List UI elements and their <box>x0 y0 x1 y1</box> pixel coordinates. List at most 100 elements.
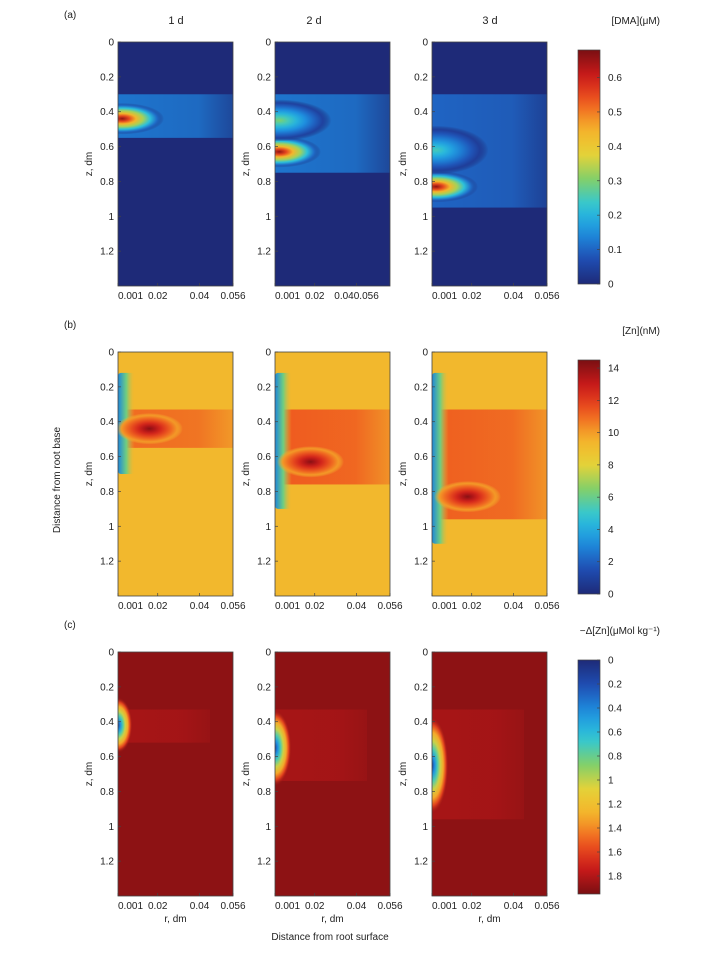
y-tick-label: 0.8 <box>100 177 114 188</box>
y-tick-label: 0.4 <box>414 107 428 118</box>
x-tick-label: 0.001 <box>275 291 300 302</box>
x-tick-label: 0.02 <box>148 901 168 912</box>
figure-y-axis-label: Distance from root base <box>52 426 63 533</box>
x-tick-label: 0.056 <box>220 901 245 912</box>
y-tick-label: 0.4 <box>100 717 114 728</box>
y-tick-label: 0.6 <box>257 452 271 463</box>
x-tick-label: 0.02 <box>462 901 482 912</box>
colorbar <box>577 359 601 595</box>
y-tick-label: 1.2 <box>100 857 114 868</box>
heatmap-strip <box>275 372 292 509</box>
subplot-frame <box>117 351 234 597</box>
y-tick-label: 0.6 <box>100 142 114 153</box>
x-tick-label: 0.001 <box>432 291 457 302</box>
colorbar-tick-label: 10 <box>608 428 620 439</box>
colorbar-tick-label: 0 <box>608 280 614 291</box>
heatmap-subplot <box>432 652 547 896</box>
panel-label: (b) <box>64 320 76 331</box>
y-tick-label: 0.2 <box>414 72 428 83</box>
y-tick-label: 1 <box>265 822 271 833</box>
x-tick-label: 0.04 <box>190 601 210 612</box>
y-tick-label: 1.2 <box>414 247 428 258</box>
heatmap-hotspot <box>118 103 164 135</box>
heatmap-subplot <box>432 352 547 596</box>
y-tick-label: 0.2 <box>257 682 271 693</box>
panel-1: (b) 0 0.2 0.4 0.6 0.8 1 1.2 z, dm 0.001 0.02 0.04 0.… <box>64 320 660 612</box>
y-axis-label: z, dm <box>241 152 252 176</box>
y-tick-label: 1 <box>422 212 428 223</box>
colorbar-tick-label: 0 <box>608 590 614 601</box>
x-axis-label: r, dm <box>321 914 343 925</box>
y-tick-label: 0.4 <box>414 717 428 728</box>
y-tick-label: 0.4 <box>100 107 114 118</box>
y-tick-label: 0.8 <box>257 487 271 498</box>
y-tick-label: 1 <box>422 522 428 533</box>
x-tick-label: 0.001 <box>432 601 457 612</box>
colorbar-tick-label: 1.2 <box>608 800 622 811</box>
y-tick-label: 1.2 <box>414 557 428 568</box>
panel-2: (c) 0 0.2 0.4 0.6 0.8 1 1.2 z, dm 0.001 0.02 0.04 0.… <box>64 620 660 925</box>
panel-label: (a) <box>64 10 76 21</box>
y-tick-label: 0.8 <box>100 487 114 498</box>
y-tick-label: 0 <box>108 38 114 49</box>
subplot-frame <box>117 651 234 897</box>
x-tick-label: 0.056 <box>377 901 402 912</box>
heatmap-hotspot <box>275 99 332 142</box>
column-title-3d: 3 d <box>482 15 497 27</box>
y-tick-label: 1 <box>108 522 114 533</box>
y-axis-label: z, dm <box>84 462 95 486</box>
colorbar-tick-label: 1.6 <box>608 848 622 859</box>
y-tick-label: 0.2 <box>414 382 428 393</box>
y-tick-label: 1 <box>265 522 271 533</box>
y-tick-label: 0 <box>265 648 271 659</box>
y-tick-label: 0.8 <box>414 487 428 498</box>
heatmap-subplot <box>275 42 390 286</box>
heatmap-subplot <box>118 652 233 896</box>
y-tick-label: 0.4 <box>257 417 271 428</box>
x-axis-label: r, dm <box>478 914 500 925</box>
x-tick-label: 0.001 <box>432 901 457 912</box>
y-tick-label: 0.2 <box>257 72 271 83</box>
y-axis-label: z, dm <box>398 762 409 786</box>
y-tick-label: 0.4 <box>257 717 271 728</box>
y-tick-label: 0.6 <box>100 752 114 763</box>
subplot-frame <box>431 651 548 897</box>
x-tick-label: 0.056 <box>377 601 402 612</box>
colorbar <box>577 49 601 285</box>
heatmap-hotspot <box>118 413 183 445</box>
colorbar-tick-label: 0.2 <box>608 680 622 691</box>
x-tick-label: 0.04 <box>190 901 210 912</box>
y-tick-label: 0 <box>422 648 428 659</box>
y-tick-label: 0.6 <box>414 142 428 153</box>
y-tick-label: 0.2 <box>100 72 114 83</box>
x-tick-label: 0.04 <box>190 291 210 302</box>
x-tick-label: 0.04 <box>347 901 367 912</box>
heatmap-subplot <box>118 42 233 286</box>
colorbar-tick-label: 6 <box>608 493 614 504</box>
y-tick-label: 0.6 <box>257 142 271 153</box>
heatmap-background <box>118 42 233 286</box>
heatmap-hotspot <box>432 170 478 203</box>
panel-0: (a)00.20.40.60.811.2z, dm0.001 0.02 0.04 0.… <box>64 10 660 302</box>
y-tick-label: 0 <box>422 348 428 359</box>
subplot-frame <box>274 651 391 897</box>
y-tick-label: 0.2 <box>414 682 428 693</box>
heatmap-hotspot <box>432 125 489 175</box>
column-title-1d: 1 d <box>168 15 183 27</box>
colorbar-tick-label: 0.5 <box>608 107 622 118</box>
x-tick-label: 0.02 <box>462 601 482 612</box>
colorbar-tick-label: 1.4 <box>608 824 622 835</box>
heatmap-strip <box>432 372 449 544</box>
x-tick-label: 0.040.056 <box>334 291 379 302</box>
y-tick-label: 0.8 <box>100 787 114 798</box>
y-tick-label: 1.2 <box>100 557 114 568</box>
y-tick-label: 0.4 <box>414 417 428 428</box>
colorbar-tick-label: 1.8 <box>608 872 622 883</box>
heatmap-background <box>118 652 233 896</box>
subplot-frame <box>274 41 391 287</box>
colorbar-tick-label: 0.1 <box>608 245 622 256</box>
colorbar-tick-label: 12 <box>608 396 620 407</box>
heatmap-subplot <box>432 42 547 286</box>
subplot-frame <box>117 41 234 287</box>
